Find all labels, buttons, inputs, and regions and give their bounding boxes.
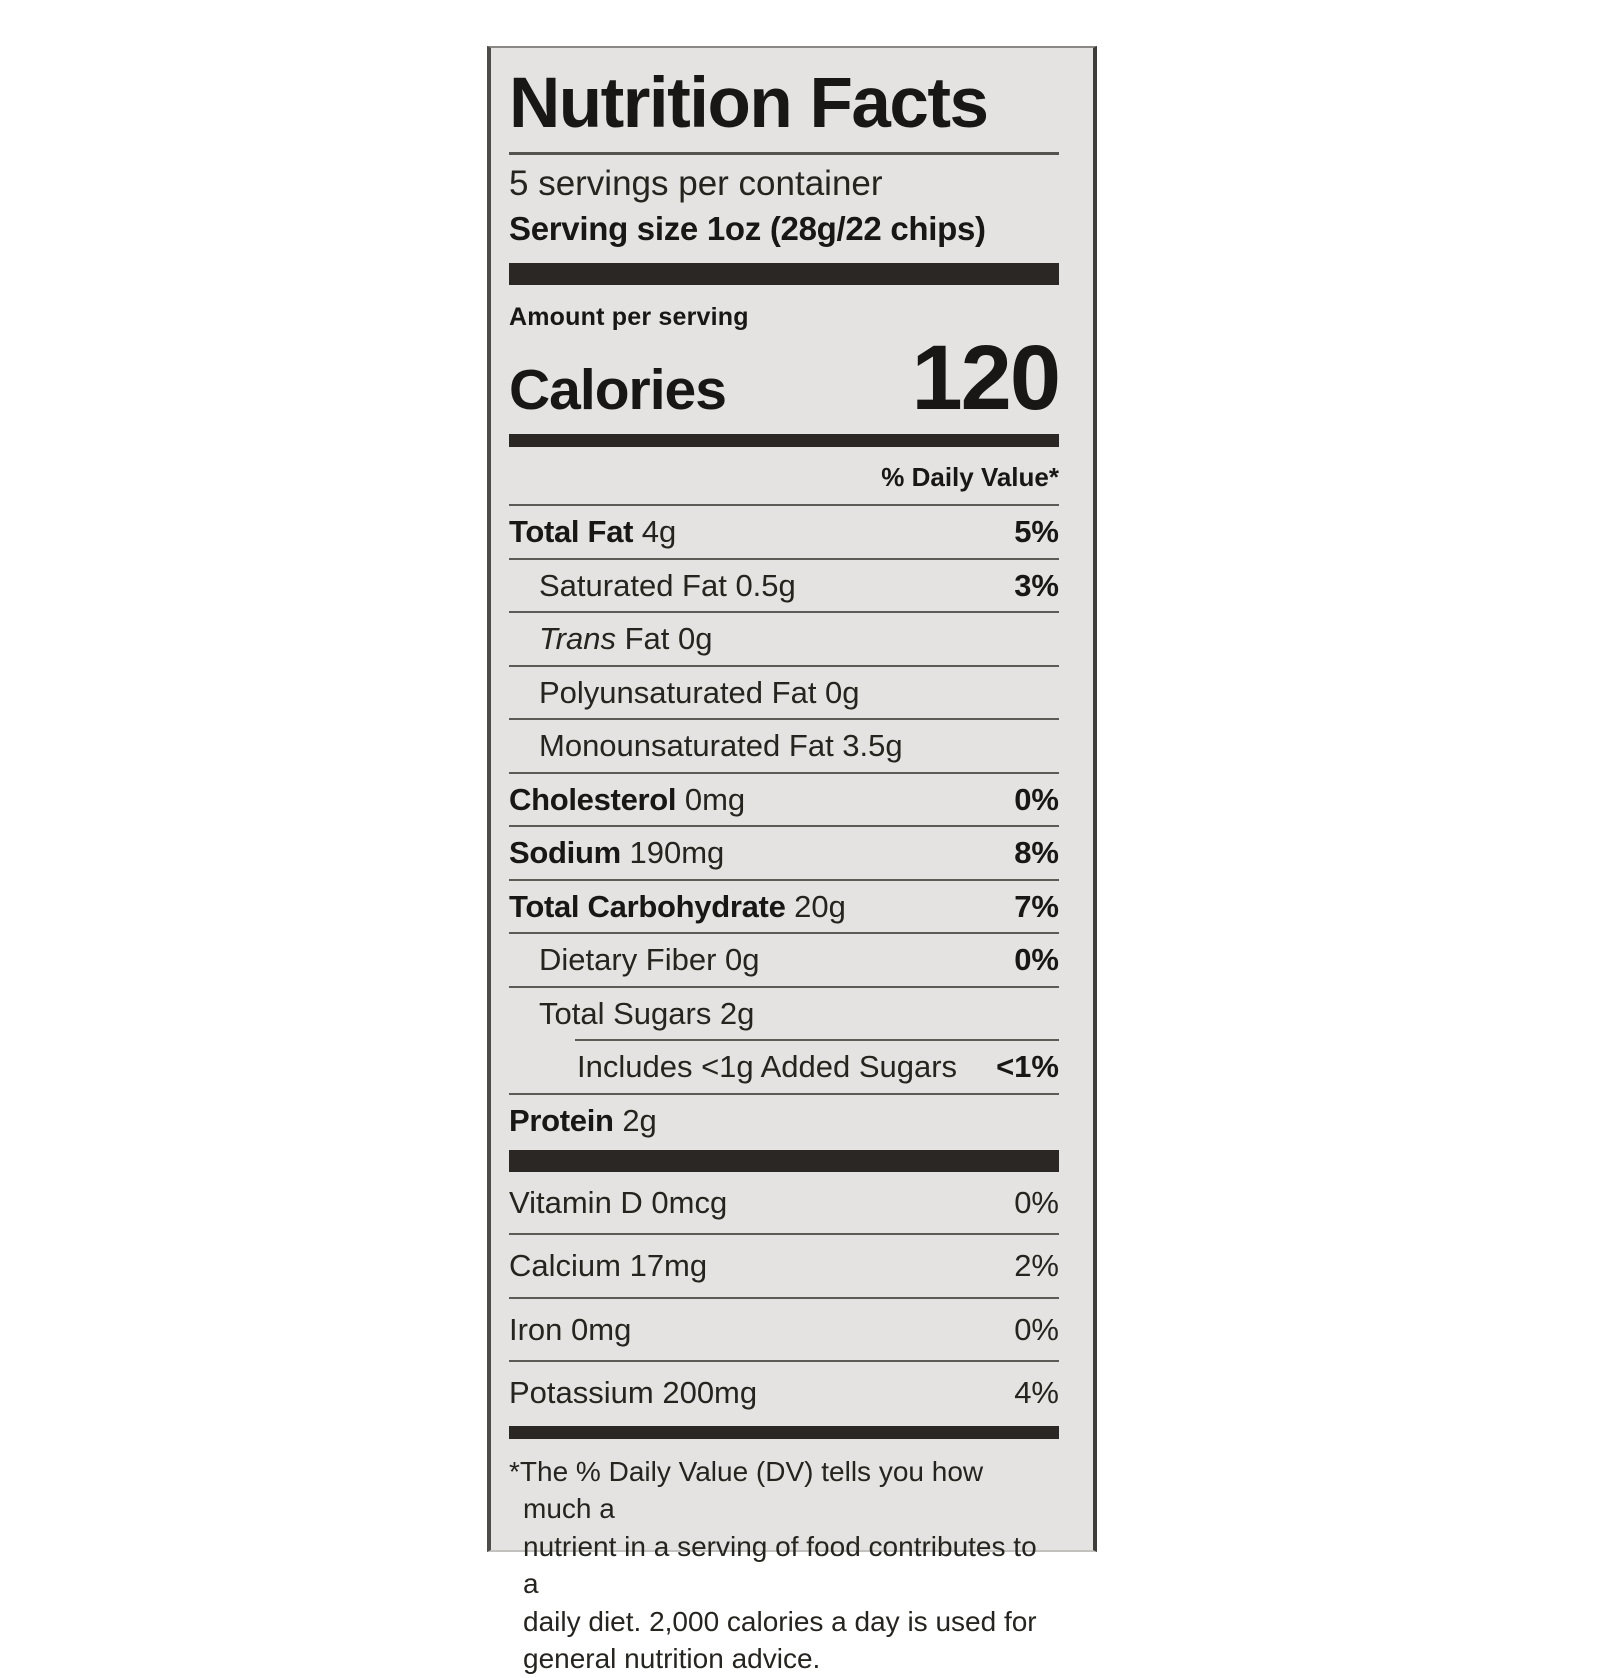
nutrient-name-bold: Total Carbohydrate bbox=[509, 888, 786, 924]
nutrient-name: Monounsaturated Fat 3.5g bbox=[539, 728, 903, 764]
nutrient-name: Includes <1g Added Sugars bbox=[577, 1049, 958, 1085]
label-content: Nutrition Facts 5 servings per container… bbox=[491, 48, 1093, 1678]
vitamin-name: Iron 0mg bbox=[509, 1311, 632, 1347]
nutrition-facts-title: Nutrition Facts bbox=[509, 64, 989, 143]
nutrient-row: Total Fat 4g 5% bbox=[509, 506, 1059, 558]
row-divider bbox=[509, 557, 1059, 560]
nutrient-daily-value: 3% bbox=[1014, 567, 1059, 603]
row-divider bbox=[509, 985, 1059, 988]
nutrient-row: Cholesterol 0mg 0% bbox=[509, 774, 1059, 826]
footnote-line: nutrient in a serving of food contribute… bbox=[523, 1530, 1037, 1600]
section-bar-vitamins bbox=[509, 1149, 1059, 1172]
nutrient-row: Polyunsaturated Fat 0g bbox=[509, 667, 1059, 719]
calories-row: Calories 120 bbox=[509, 326, 1061, 429]
nutrient-name: Protein 2g bbox=[509, 1102, 657, 1138]
vitamin-name: Vitamin D 0mcg bbox=[509, 1184, 728, 1220]
nutrient-name-bold: Protein bbox=[509, 1102, 614, 1138]
amount-per-serving-label: Amount per serving bbox=[509, 302, 749, 331]
row-divider bbox=[509, 611, 1059, 614]
nutrient-name: Dietary Fiber 0g bbox=[539, 942, 760, 978]
vitamin-daily-value: 2% bbox=[1014, 1248, 1059, 1284]
footnote-line: daily diet. 2,000 calories a day is used… bbox=[523, 1605, 1037, 1637]
nutrient-row: Protein 2g bbox=[509, 1095, 1059, 1147]
footnote-bar bbox=[509, 1425, 1059, 1439]
row-divider bbox=[509, 1233, 1059, 1236]
nutrient-row: Saturated Fat 0.5g 3% bbox=[509, 560, 1059, 612]
vitamin-daily-value: 4% bbox=[1014, 1375, 1059, 1411]
vitamin-row: Iron 0mg 0% bbox=[509, 1299, 1059, 1361]
vitamin-rows: Vitamin D 0mcg 0% Calcium 17mg 2% Iron 0mg 0%… bbox=[509, 1172, 1059, 1424]
nutrient-name-italic: Trans bbox=[539, 621, 625, 657]
daily-value-header: % Daily Value* bbox=[881, 461, 1059, 492]
nutrient-daily-value: 0% bbox=[1014, 781, 1059, 817]
nutrient-name: Total Sugars 2g bbox=[539, 995, 755, 1031]
nutrient-name-bold: Sodium bbox=[509, 835, 621, 871]
nutrient-name: Trans Fat 0g bbox=[539, 621, 713, 657]
vitamin-row: Potassium 200mg 4% bbox=[509, 1362, 1059, 1424]
nutrient-row: Dietary Fiber 0g 0% bbox=[509, 934, 1059, 986]
row-divider bbox=[509, 503, 1059, 506]
row-divider bbox=[509, 825, 1059, 828]
row-divider bbox=[509, 932, 1059, 935]
vitamin-name: Calcium 17mg bbox=[509, 1248, 708, 1284]
nutrient-rows: Total Fat 4g 5% Saturated Fat 0.5g 3% Trans … bbox=[509, 503, 1059, 1147]
nutrient-row: Trans Fat 0g bbox=[509, 613, 1059, 665]
footnote-line: *The % Daily Value (DV) tells you how mu… bbox=[509, 1455, 984, 1525]
serving-size: Serving size 1oz (28g/22 chips) bbox=[509, 209, 986, 247]
nutrient-name: Saturated Fat 0.5g bbox=[539, 567, 796, 603]
nutrition-facts-label: Nutrition Facts 5 servings per container… bbox=[487, 46, 1097, 1674]
footnote: *The % Daily Value (DV) tells you how mu… bbox=[509, 1439, 1059, 1678]
footnote-line: general nutrition advice. bbox=[523, 1643, 821, 1675]
page: { "colors": { "label_background": "#e4e3… bbox=[487, 46, 1097, 1675]
vitamin-row: Calcium 17mg 2% bbox=[509, 1235, 1059, 1297]
nutrient-daily-value: 8% bbox=[1014, 835, 1059, 871]
vitamin-daily-value: 0% bbox=[1014, 1184, 1059, 1220]
nutrient-row: Monounsaturated Fat 3.5g bbox=[509, 720, 1059, 772]
row-divider bbox=[509, 718, 1059, 721]
vitamin-name: Potassium 200mg bbox=[509, 1375, 758, 1411]
title-divider bbox=[509, 152, 1059, 156]
nutrient-row: Sodium 190mg 8% bbox=[509, 827, 1059, 879]
nutrient-daily-value: 0% bbox=[1014, 942, 1059, 978]
servings-per-container: 5 servings per container bbox=[509, 164, 883, 204]
calories-label: Calories bbox=[509, 357, 727, 422]
calories-bar bbox=[509, 433, 1059, 447]
nutrient-daily-value: 5% bbox=[1014, 513, 1059, 549]
nutrient-row: Includes <1g Added Sugars <1% bbox=[509, 1041, 1059, 1093]
vitamin-daily-value: 0% bbox=[1014, 1311, 1059, 1347]
nutrient-name: Sodium 190mg bbox=[509, 835, 725, 871]
row-divider bbox=[509, 1092, 1059, 1095]
section-bar-top bbox=[509, 262, 1059, 285]
vitamin-row: Vitamin D 0mcg 0% bbox=[509, 1172, 1059, 1234]
row-divider bbox=[575, 1039, 1059, 1042]
row-divider bbox=[509, 1296, 1059, 1299]
nutrient-name: Total Fat 4g bbox=[509, 513, 677, 549]
nutrient-name: Polyunsaturated Fat 0g bbox=[539, 674, 860, 710]
row-divider bbox=[509, 878, 1059, 881]
nutrient-name-bold: Total Fat bbox=[509, 513, 634, 549]
nutrient-daily-value: <1% bbox=[996, 1049, 1059, 1085]
row-divider bbox=[509, 771, 1059, 774]
calories-value: 120 bbox=[911, 326, 1061, 429]
nutrient-name: Cholesterol 0mg bbox=[509, 781, 746, 817]
row-divider bbox=[509, 1360, 1059, 1363]
nutrient-daily-value: 7% bbox=[1014, 888, 1059, 924]
row-divider bbox=[509, 664, 1059, 667]
nutrient-name: Total Carbohydrate 20g bbox=[509, 888, 846, 924]
nutrient-name-bold: Cholesterol bbox=[509, 781, 677, 817]
nutrient-row: Total Sugars 2g bbox=[509, 988, 1059, 1040]
nutrient-row: Total Carbohydrate 20g 7% bbox=[509, 881, 1059, 933]
